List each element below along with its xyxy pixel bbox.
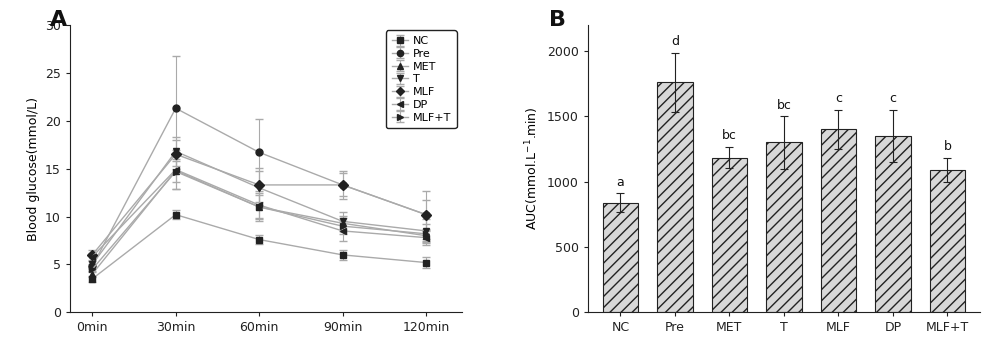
- Y-axis label: Blood glucose(mmol/L): Blood glucose(mmol/L): [27, 97, 40, 241]
- Bar: [603, 203, 638, 312]
- Bar: [930, 170, 965, 312]
- Text: a: a: [617, 176, 624, 189]
- Bar: [712, 158, 747, 312]
- Bar: [657, 82, 693, 312]
- Y-axis label: AUC(mmol.L$^{-1}$.min): AUC(mmol.L$^{-1}$.min): [524, 107, 541, 230]
- Text: c: c: [835, 92, 842, 105]
- Text: bc: bc: [776, 99, 791, 112]
- Text: b: b: [943, 140, 951, 153]
- Text: bc: bc: [722, 130, 737, 142]
- Text: B: B: [549, 10, 566, 31]
- Text: d: d: [671, 36, 679, 48]
- Text: c: c: [889, 92, 896, 105]
- Legend: NC, Pre, MET, T, MLF, DP, MLF+T: NC, Pre, MET, T, MLF, DP, MLF+T: [386, 31, 457, 128]
- Text: A: A: [50, 10, 68, 31]
- Bar: [875, 136, 911, 312]
- Bar: [766, 142, 802, 312]
- Bar: [821, 130, 856, 312]
